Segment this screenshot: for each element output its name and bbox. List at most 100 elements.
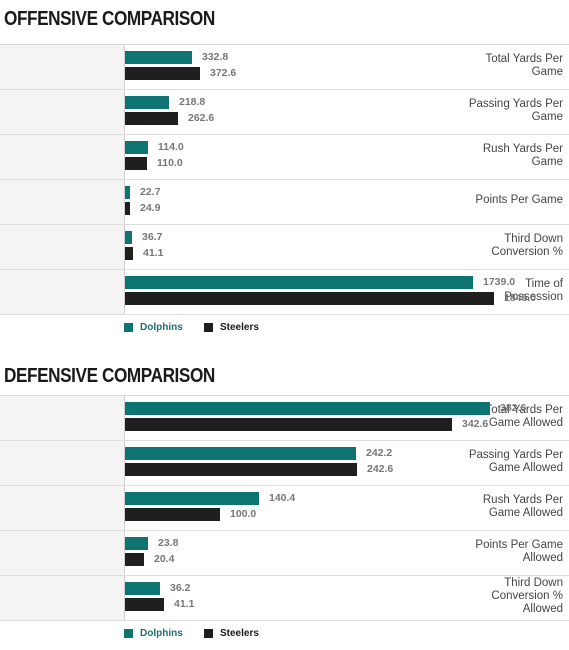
def-top-rule [0,395,569,396]
steelers-bar [125,67,200,80]
axis-divider [124,396,125,441]
def-group-1: Total Yards Per Game Allowed 382.6 342.6 [0,396,569,441]
off-group-4: Points Per Game 22.7 24.9 [0,180,569,225]
steelers-value-label: 1845.0 [504,292,537,304]
category-label-line: Allowed [522,552,563,564]
category-label-background [0,486,124,531]
category-label-line: Total Yards Per [485,404,563,416]
category-label-background [0,531,124,576]
category-label-background [0,45,124,90]
category-label: Passing Yards Per Game Allowed [447,449,563,475]
category-label: Third Down Conversion % [447,233,563,259]
axis-divider [124,45,125,90]
legend-swatch-dolphins [124,323,133,332]
category-label-background [0,180,124,225]
steelers-bar [125,157,147,170]
axis-divider [124,486,125,531]
steelers-bar [125,112,178,125]
category-label-line: Conversion % [491,246,563,258]
group-separator [0,269,569,270]
legend-label-dolphins: Dolphins [140,322,183,333]
dolphins-bar [125,51,192,64]
group-separator [0,314,569,315]
category-label-background [0,225,124,270]
dolphins-value-label: 22.7 [140,186,161,198]
def-group-3: Rush Yards Per Game Allowed 140.4 100.0 [0,486,569,531]
dolphins-value-label: 1739.0 [483,276,516,288]
legend-label-steelers: Steelers [220,628,259,639]
category-label-line: Rush Yards Per [482,494,563,506]
def-group-2: Passing Yards Per Game Allowed 242.2 242.6 [0,441,569,486]
steelers-value-label: 41.1 [174,598,195,610]
group-separator [0,620,569,621]
category-label-background [0,90,124,135]
axis-divider [124,225,125,270]
dolphins-bar [125,96,169,109]
group-separator [0,179,569,180]
steelers-value-label: 20.4 [154,553,175,565]
dolphins-bar [125,447,356,460]
steelers-bar [125,202,130,215]
legend-swatch-steelers [204,629,213,638]
steelers-bar [125,508,220,521]
off-group-3: Rush Yards Per Game 114.0 110.0 [0,135,569,180]
group-separator [0,575,569,576]
dolphins-bar [125,186,130,199]
def-group-4: Points Per Game Allowed 23.8 20.4 [0,531,569,576]
defensive-comparison-chart: DEFENSIVE COMPARISON Total Yards Per Game… [0,365,569,650]
legend-swatch-steelers [204,323,213,332]
category-label-line: Third Down [504,233,563,245]
category-label: Points Per Game Allowed [447,539,563,565]
off-group-2: Passing Yards Per Game 218.8 262.6 [0,90,569,135]
category-label: Passing Yards Per Game [447,98,563,124]
steelers-bar [125,247,133,260]
axis-divider [124,441,125,486]
dolphins-bar [125,231,132,244]
dolphins-value-label: 242.2 [366,447,393,459]
category-label-line: Third Down [504,577,563,589]
steelers-bar [125,418,452,431]
category-label-line: Game [531,111,563,123]
axis-divider [124,90,125,135]
category-label-line: Game [531,66,563,78]
axis-divider [124,135,125,180]
group-separator [0,440,569,441]
dolphins-value-label: 140.4 [269,492,296,504]
steelers-value-label: 41.1 [143,247,164,259]
def-legend: Dolphins Steelers [124,627,324,641]
group-separator [0,485,569,486]
defensive-comparison-title: DEFENSIVE COMPARISON [4,365,215,387]
steelers-bar [125,553,144,566]
legend-label-dolphins: Dolphins [140,628,183,639]
dolphins-bar [125,582,160,595]
category-label-line: Game Allowed [488,462,563,474]
dolphins-bar [125,537,148,550]
steelers-value-label: 342.6 [462,418,489,430]
category-label-line: Time of [525,278,563,290]
category-label: Total Yards Per Game Allowed [447,404,563,430]
dolphins-bar [125,141,148,154]
category-label-line: Points Per Game [475,194,563,206]
category-label-line: Passing Yards Per [468,98,563,110]
category-label: Time of Possession [447,278,563,304]
off-top-rule [0,44,569,45]
category-label: Total Yards Per Game [447,53,563,79]
category-label-line: Game Allowed [488,507,563,519]
steelers-bar [125,598,164,611]
group-separator [0,89,569,90]
category-label-line: Game Allowed [488,417,563,429]
category-label: Rush Yards Per Game Allowed [447,494,563,520]
dolphins-value-label: 36.7 [142,231,163,243]
def-group-5: Third Down Conversion % Allowed 36.2 41.1 [0,576,569,621]
dolphins-bar [125,402,490,415]
steelers-value-label: 242.6 [367,463,394,475]
steelers-value-label: 24.9 [140,202,161,214]
category-label-line: Game [531,156,563,168]
axis-divider [124,531,125,576]
category-label-background [0,270,124,315]
dolphins-bar [125,276,473,289]
legend-label-steelers: Steelers [220,322,259,333]
category-label-line: Rush Yards Per [482,143,563,155]
offensive-comparison-chart: OFFENSIVE COMPARISON Total Yards Per Game… [0,8,569,338]
dolphins-value-label: 382.6 [500,402,527,414]
